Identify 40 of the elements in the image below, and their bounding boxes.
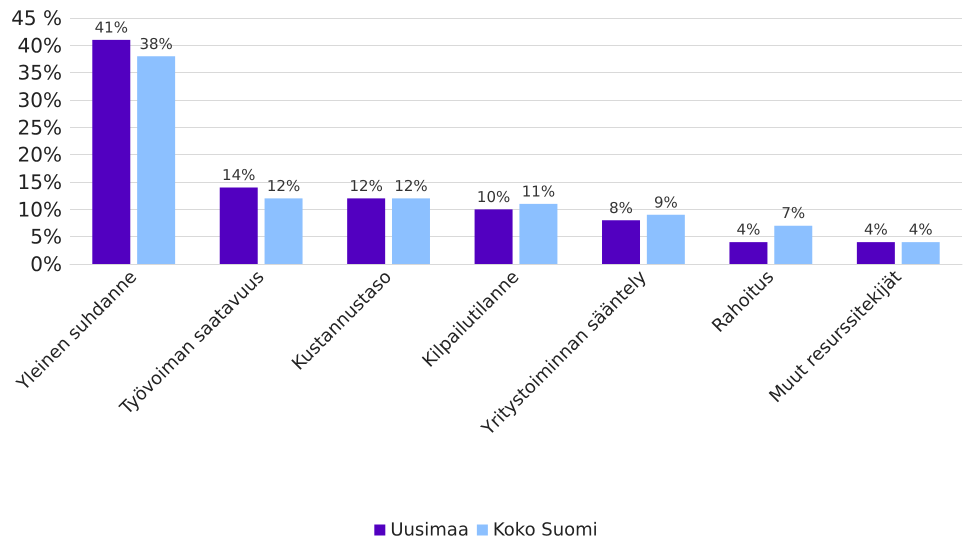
legend-label: Koko Suomi [492, 520, 598, 540]
y-tick-label: 25% [18, 115, 62, 140]
data-label: 14% [222, 166, 256, 184]
y-tick-label: 20% [18, 142, 62, 167]
y-tick-label: 35% [18, 60, 62, 85]
bar [902, 242, 940, 264]
data-label: 41% [94, 18, 128, 36]
bar [347, 198, 386, 264]
bar [137, 56, 176, 264]
bar [474, 209, 513, 264]
bar [392, 198, 430, 264]
bar [92, 40, 130, 264]
y-tick-label: 45 % [11, 6, 62, 30]
y-tick-label: 10% [18, 197, 62, 222]
bar [519, 204, 558, 264]
data-label: 12% [394, 176, 428, 195]
data-label: 4% [908, 220, 933, 239]
y-tick-label: 15% [18, 170, 62, 194]
data-label: 4% [864, 220, 888, 239]
data-label: 9% [654, 193, 678, 212]
data-label: 11% [522, 182, 556, 200]
data-label: 10% [476, 188, 510, 206]
bar [264, 198, 303, 264]
bar [729, 242, 768, 264]
data-label: 38% [139, 34, 173, 53]
bar [220, 187, 258, 264]
data-label: 4% [736, 220, 760, 239]
bar [774, 226, 812, 264]
bar [646, 214, 685, 264]
y-tick-label: 30% [18, 88, 62, 112]
data-label: 12% [266, 176, 300, 195]
data-label: 12% [349, 176, 383, 195]
legend-label: Uusimaa [390, 520, 469, 540]
data-label: 8% [609, 198, 633, 217]
bar [856, 242, 895, 264]
y-tick-label: 40% [18, 33, 62, 58]
y-tick-label: 0% [30, 252, 62, 276]
y-tick-label: 5% [30, 224, 62, 249]
data-label: 7% [781, 204, 806, 222]
bar [602, 220, 640, 264]
